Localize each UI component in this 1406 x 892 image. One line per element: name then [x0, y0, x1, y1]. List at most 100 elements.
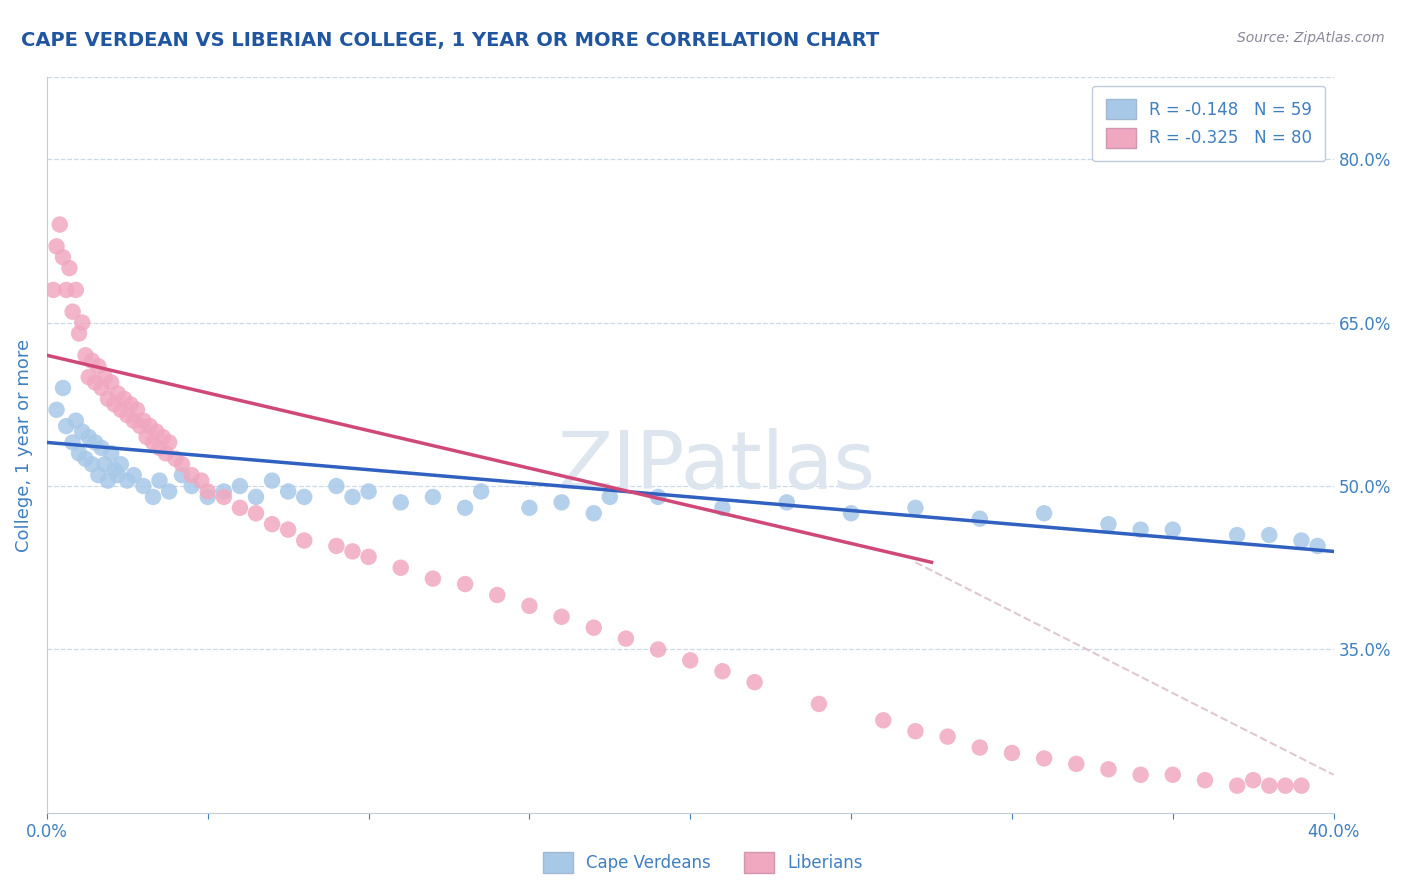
Point	[1274, 779, 1296, 793]
Point	[67, 446, 90, 460]
Point	[110, 402, 132, 417]
Legend: Cape Verdeans, Liberians: Cape Verdeans, Liberians	[536, 846, 870, 880]
Point	[325, 479, 347, 493]
Point	[292, 490, 315, 504]
Point	[77, 430, 100, 444]
Point	[75, 348, 97, 362]
Point	[132, 414, 155, 428]
Point	[519, 599, 541, 613]
Point	[519, 500, 541, 515]
Point	[1161, 768, 1184, 782]
Text: Source: ZipAtlas.com: Source: ZipAtlas.com	[1237, 31, 1385, 45]
Point	[422, 572, 444, 586]
Point	[936, 730, 959, 744]
Y-axis label: College, 1 year or more: College, 1 year or more	[15, 339, 32, 552]
Point	[470, 484, 492, 499]
Point	[100, 376, 122, 390]
Point	[55, 283, 77, 297]
Point	[277, 523, 299, 537]
Point	[1097, 517, 1119, 532]
Point	[1306, 539, 1329, 553]
Point	[97, 474, 120, 488]
Point	[52, 381, 75, 395]
Point	[49, 218, 72, 232]
Point	[190, 474, 212, 488]
Point	[197, 484, 219, 499]
Point	[139, 419, 162, 434]
Point	[90, 441, 112, 455]
Point	[122, 468, 145, 483]
Point	[180, 479, 202, 493]
Point	[1291, 779, 1313, 793]
Point	[94, 370, 117, 384]
Point	[807, 697, 830, 711]
Point	[80, 353, 103, 368]
Point	[170, 468, 193, 483]
Point	[55, 419, 77, 434]
Point	[969, 740, 991, 755]
Point	[969, 512, 991, 526]
Point	[582, 506, 605, 520]
Point	[112, 392, 135, 406]
Point	[135, 430, 157, 444]
Point	[1258, 779, 1281, 793]
Point	[90, 381, 112, 395]
Point	[180, 468, 202, 483]
Point	[107, 386, 129, 401]
Point	[1064, 756, 1087, 771]
Point	[614, 632, 637, 646]
Point	[839, 506, 862, 520]
Point	[325, 539, 347, 553]
Point	[148, 441, 170, 455]
Point	[72, 425, 94, 439]
Point	[550, 609, 572, 624]
Point	[120, 397, 142, 411]
Point	[62, 304, 84, 318]
Point	[129, 419, 152, 434]
Point	[107, 468, 129, 483]
Point	[486, 588, 509, 602]
Point	[1033, 506, 1056, 520]
Point	[647, 490, 669, 504]
Point	[229, 479, 252, 493]
Point	[94, 457, 117, 471]
Point	[157, 435, 180, 450]
Point	[103, 397, 125, 411]
Point	[342, 544, 364, 558]
Point	[454, 577, 477, 591]
Point	[229, 500, 252, 515]
Point	[52, 250, 75, 264]
Point	[157, 484, 180, 499]
Point	[117, 474, 139, 488]
Point	[904, 724, 927, 739]
Point	[1291, 533, 1313, 548]
Point	[155, 446, 177, 460]
Point	[1097, 762, 1119, 776]
Point	[245, 490, 267, 504]
Point	[145, 425, 167, 439]
Point	[245, 506, 267, 520]
Point	[550, 495, 572, 509]
Point	[744, 675, 766, 690]
Point	[87, 468, 110, 483]
Point	[1001, 746, 1024, 760]
Point	[357, 484, 380, 499]
Text: CAPE VERDEAN VS LIBERIAN COLLEGE, 1 YEAR OR MORE CORRELATION CHART: CAPE VERDEAN VS LIBERIAN COLLEGE, 1 YEAR…	[21, 31, 879, 50]
Point	[165, 451, 187, 466]
Point	[45, 239, 67, 253]
Point	[58, 261, 80, 276]
Point	[904, 500, 927, 515]
Point	[647, 642, 669, 657]
Point	[582, 621, 605, 635]
Point	[389, 560, 412, 574]
Point	[65, 283, 87, 297]
Point	[776, 495, 799, 509]
Point	[42, 283, 65, 297]
Point	[262, 474, 284, 488]
Point	[292, 533, 315, 548]
Point	[1226, 528, 1249, 542]
Point	[110, 457, 132, 471]
Point	[132, 479, 155, 493]
Point	[65, 414, 87, 428]
Point	[75, 451, 97, 466]
